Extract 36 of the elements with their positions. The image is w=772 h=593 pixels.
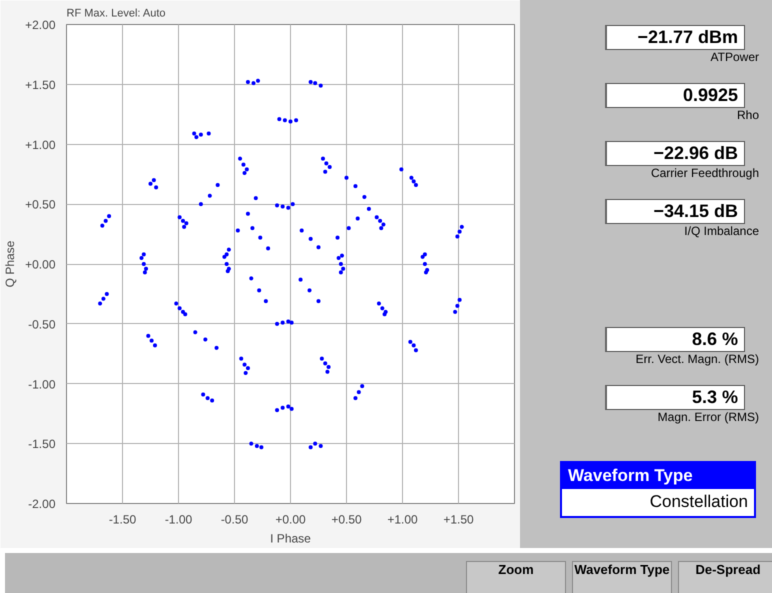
chart-title: RF Max. Level: Auto: [66, 8, 166, 20]
y-tick-label: +1.50: [25, 78, 56, 92]
y-tick-label: +0.00: [25, 258, 56, 272]
text: Zoom: [466, 561, 566, 593]
x-axis-title: I Phase: [270, 532, 312, 546]
text: 5.3 %: [605, 385, 745, 410]
x-tick-label: +1.00: [387, 512, 418, 526]
x-tick-label: -1.00: [164, 512, 192, 526]
x-tick-label: +0.00: [275, 512, 306, 526]
x-tick-label: -1.50: [108, 512, 136, 526]
y-tick-label: -2.00: [28, 497, 56, 511]
text: 8.6 %: [605, 327, 745, 352]
x-tick-label: +0.50: [331, 512, 362, 526]
text: −22.96 dB: [605, 141, 745, 166]
text: ATPower: [710, 50, 759, 64]
text: 0.9925: [605, 83, 745, 108]
text: Waveform Type: [572, 561, 672, 593]
text: Constellation: [562, 489, 754, 516]
y-tick-label: -0.50: [28, 317, 56, 332]
text: I/Q Imbalance: [683, 224, 759, 238]
y-tick-label: -1.00: [28, 377, 56, 392]
y-tick-label: +2.00: [25, 18, 56, 32]
text: Magn. Error (RMS): [656, 410, 759, 424]
y-tick-label: -1.50: [28, 437, 56, 452]
text: Err. Vect. Magn. (RMS): [634, 352, 759, 366]
text: Waveform Type: [562, 463, 754, 490]
text: Carrier Feedthrough: [650, 166, 759, 180]
text: Rho: [736, 108, 759, 122]
x-tick-label: +1.50: [443, 512, 474, 526]
y-tick-label: +0.50: [25, 198, 56, 212]
text: −21.77 dBm: [605, 25, 745, 50]
text: De-Spread: [678, 561, 772, 593]
y-tick-label: +1.00: [25, 138, 56, 152]
x-tick-label: -0.50: [220, 512, 248, 526]
y-axis-title: Q Phase: [3, 240, 18, 288]
text: −34.15 dB: [605, 199, 745, 224]
